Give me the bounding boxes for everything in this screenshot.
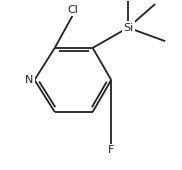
Text: Cl: Cl [67, 5, 78, 15]
Text: F: F [108, 145, 114, 155]
Text: N: N [25, 75, 34, 85]
Text: Si: Si [123, 23, 133, 33]
